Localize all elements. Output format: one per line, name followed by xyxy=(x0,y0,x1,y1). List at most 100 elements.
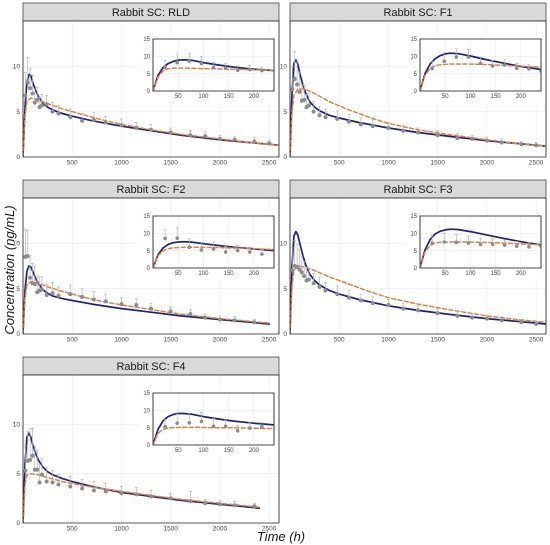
observed-point xyxy=(149,306,153,311)
observed-point xyxy=(290,87,295,91)
observed-point xyxy=(267,141,272,146)
y-tick-label: 0 xyxy=(283,154,287,161)
observed-point xyxy=(455,135,460,140)
y-tick-label: 0 xyxy=(414,266,418,272)
x-tick-label: 1000 xyxy=(114,337,129,344)
x-tick-label: 2500 xyxy=(262,160,277,167)
model-line-solid xyxy=(290,230,546,334)
series-group xyxy=(290,230,546,334)
observed-point xyxy=(199,419,204,424)
observed-point xyxy=(478,242,483,247)
y-tick-label: 10 xyxy=(143,232,150,238)
observed-point xyxy=(23,93,28,98)
observed-point xyxy=(515,244,519,248)
x-tick-label: 150 xyxy=(224,94,235,100)
observed-point xyxy=(295,82,300,87)
observed-point xyxy=(470,136,475,141)
x-tick-label: 1500 xyxy=(430,160,445,167)
inset-plot: 50 100 150 200 0 5 10 15 xyxy=(139,389,277,456)
observed-point xyxy=(323,115,328,120)
observed-point xyxy=(290,268,295,273)
observed-point xyxy=(386,125,391,130)
observed-point xyxy=(119,302,124,307)
x-tick-label: 2000 xyxy=(213,160,228,167)
facet-title: Rabbit SC: F2 xyxy=(116,184,185,196)
x-tick-label: 2500 xyxy=(529,337,544,344)
observed-point xyxy=(30,453,35,458)
x-tick-label: 500 xyxy=(67,337,78,344)
observed-point xyxy=(187,59,192,63)
observed-point xyxy=(323,288,328,293)
y-axis-title: Concentration (ng/mL) xyxy=(2,205,17,334)
observed-point xyxy=(203,315,208,320)
observed-point xyxy=(435,311,440,316)
y-tick-label: 10 xyxy=(143,55,150,61)
x-tick-label: 500 xyxy=(67,526,78,533)
observed-point xyxy=(466,55,471,59)
series-group xyxy=(153,227,274,268)
x-tick-label: 100 xyxy=(465,94,476,100)
observed-point xyxy=(442,59,447,63)
y-tick-label: 5 xyxy=(147,249,151,255)
x-tick-label: 1000 xyxy=(381,160,396,167)
y-tick-label: 0 xyxy=(414,89,418,95)
observed-point xyxy=(435,133,440,138)
y-tick-label: 10 xyxy=(13,241,21,248)
model-line-dashed xyxy=(153,67,274,91)
observed-point xyxy=(168,496,173,501)
x-tick-label: 2000 xyxy=(480,160,495,167)
observed-point xyxy=(199,248,204,252)
model-line-solid xyxy=(153,240,274,268)
observed-point xyxy=(168,309,173,314)
facet-title: Rabbit SC: F3 xyxy=(383,184,452,196)
model-line-solid xyxy=(23,265,271,334)
x-tick-label: 200 xyxy=(516,271,527,277)
y-tick-label: 15 xyxy=(143,391,150,397)
observed-point xyxy=(335,292,340,297)
y-tick-label: 0 xyxy=(283,331,287,338)
observed-point xyxy=(317,284,322,289)
model-line-solid xyxy=(23,432,261,523)
observed-point xyxy=(134,302,139,307)
observed-point xyxy=(232,137,237,142)
observed-point xyxy=(223,66,228,70)
observed-point xyxy=(235,68,240,72)
x-tick-label: 100 xyxy=(465,271,476,277)
observed-point xyxy=(103,299,108,304)
observed-point xyxy=(25,254,30,259)
observed-point xyxy=(188,133,193,138)
series-group xyxy=(153,53,274,91)
observed-point xyxy=(211,424,216,429)
observed-point xyxy=(23,468,28,473)
y-tick-label: 15 xyxy=(410,214,417,220)
y-tick-label: 15 xyxy=(143,214,150,220)
observed-point xyxy=(539,244,541,248)
observed-point xyxy=(56,111,61,116)
observed-point xyxy=(490,64,495,68)
observed-point xyxy=(534,143,539,148)
x-tick-label: 200 xyxy=(516,94,527,100)
observed-point xyxy=(335,116,340,121)
y-tick-label: 0 xyxy=(147,89,151,95)
observed-point xyxy=(44,102,49,107)
y-tick-label: 5 xyxy=(283,286,287,293)
observed-point xyxy=(311,109,316,114)
series-group xyxy=(420,48,541,91)
observed-point xyxy=(248,67,252,72)
observed-point xyxy=(248,250,252,254)
observed-point xyxy=(295,264,300,269)
x-tick-label: 500 xyxy=(334,337,345,344)
y-tick-label: 10 xyxy=(13,422,21,429)
inset-border xyxy=(152,38,275,92)
inset-plot: 50 100 150 200 0 5 10 15 xyxy=(139,35,277,102)
observed-point xyxy=(119,123,124,128)
x-tick-label: 1500 xyxy=(163,337,178,344)
observed-point xyxy=(39,287,44,292)
x-tick-label: 1500 xyxy=(163,160,178,167)
inset-border xyxy=(419,38,542,92)
observed-point xyxy=(317,113,322,118)
observed-point xyxy=(217,502,222,507)
